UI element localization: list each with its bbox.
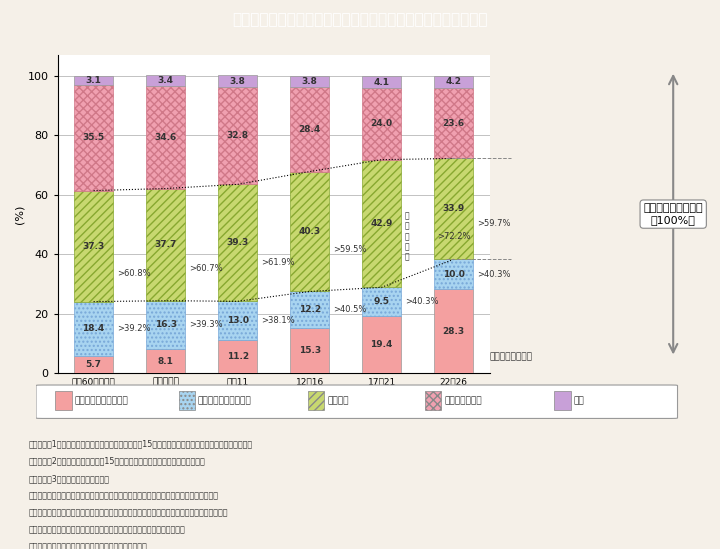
- Text: 妊娠前から無職: 妊娠前から無職: [444, 396, 482, 405]
- Bar: [289, 87, 329, 171]
- Text: （子供の出生年）: （子供の出生年）: [490, 352, 533, 362]
- Bar: [217, 340, 258, 373]
- Bar: [217, 87, 258, 184]
- Text: 就業継続（育休利用）－妊娠判明時就業～育児休業取得～子供１歳時就業: 就業継続（育休利用）－妊娠判明時就業～育児休業取得～子供１歳時就業: [29, 491, 218, 500]
- Text: 3.8: 3.8: [302, 77, 318, 86]
- Bar: [145, 349, 185, 373]
- Text: Ｉ－３－８図　子供の出生年別第１子出産前後の妻の就業経歴: Ｉ－３－８図 子供の出生年別第１子出産前後の妻の就業経歴: [233, 12, 487, 27]
- Text: 28.3: 28.3: [443, 327, 464, 335]
- Text: >39.2%: >39.2%: [117, 324, 150, 333]
- Bar: [217, 301, 258, 340]
- Bar: [145, 75, 185, 86]
- Bar: [289, 171, 329, 292]
- Text: 2．　第１子が１歳以上15歳未満の初婚どうしの夫婦について集計。: 2． 第１子が１歳以上15歳未満の初婚どうしの夫婦について集計。: [29, 457, 205, 466]
- Text: 4.1: 4.1: [374, 77, 390, 87]
- Text: 8.1: 8.1: [158, 357, 174, 366]
- Bar: [73, 85, 114, 191]
- Bar: [145, 188, 185, 301]
- Bar: [361, 287, 402, 316]
- Text: 4.2: 4.2: [446, 77, 462, 87]
- Text: 第１子出産前有職者
（100%）: 第１子出産前有職者 （100%）: [644, 203, 703, 225]
- Bar: [433, 76, 473, 88]
- Text: 13.0: 13.0: [227, 316, 248, 325]
- Text: 出
産
前
有
職: 出 産 前 有 職: [405, 211, 410, 262]
- Text: 3.1: 3.1: [86, 76, 102, 85]
- Bar: [361, 88, 402, 160]
- Text: >40.5%: >40.5%: [333, 305, 366, 314]
- Bar: [217, 184, 258, 301]
- Text: >60.8%: >60.8%: [117, 269, 150, 278]
- Bar: [73, 191, 114, 301]
- FancyBboxPatch shape: [36, 385, 678, 418]
- Text: 34.6: 34.6: [155, 132, 176, 142]
- Bar: [145, 301, 185, 349]
- Text: 24.0: 24.0: [371, 120, 392, 128]
- Text: 妊娠前から無職　　　－妊娠判明時無職: 妊娠前から無職 －妊娠判明時無職: [29, 542, 147, 549]
- Bar: [217, 75, 258, 87]
- Text: 3.8: 3.8: [230, 77, 246, 86]
- Bar: [361, 76, 402, 88]
- Text: 12.2: 12.2: [299, 305, 320, 314]
- Text: 23.6: 23.6: [443, 119, 464, 128]
- Text: 3.4: 3.4: [158, 76, 174, 85]
- Bar: [361, 316, 402, 373]
- Text: 15.3: 15.3: [299, 346, 320, 355]
- Text: 40.3: 40.3: [299, 227, 320, 236]
- Bar: [433, 289, 473, 373]
- Bar: [289, 292, 329, 328]
- Text: 42.9: 42.9: [370, 219, 393, 228]
- Text: 32.8: 32.8: [227, 131, 248, 140]
- Bar: [179, 391, 194, 411]
- Text: 出産退職　　　　　　－妊娠判明時就業～子供１歳時無職: 出産退職 －妊娠判明時就業～子供１歳時無職: [29, 525, 185, 534]
- Bar: [308, 391, 324, 411]
- Text: 28.4: 28.4: [299, 125, 320, 134]
- Bar: [433, 259, 473, 289]
- Text: 不詳: 不詳: [574, 396, 585, 405]
- Bar: [289, 328, 329, 373]
- Text: 37.7: 37.7: [154, 240, 177, 249]
- Text: >40.3%: >40.3%: [477, 270, 510, 279]
- Text: 9.5: 9.5: [374, 297, 390, 306]
- Text: >39.3%: >39.3%: [189, 321, 222, 329]
- Bar: [73, 301, 114, 356]
- Text: >59.5%: >59.5%: [333, 245, 366, 254]
- Bar: [361, 160, 402, 287]
- Text: 33.9: 33.9: [443, 204, 464, 214]
- Bar: [145, 86, 185, 188]
- Text: >60.7%: >60.7%: [189, 265, 222, 273]
- Text: （備考）　1．　国立社会保障・人口問題研究所「第15回出生動向基本調査（夫婦調査）」より作成。: （備考） 1． 国立社会保障・人口問題研究所「第15回出生動向基本調査（夫婦調査…: [29, 440, 253, 449]
- Text: 39.3: 39.3: [227, 238, 248, 248]
- Text: 就業継続（育休利用）: 就業継続（育休利用）: [75, 396, 129, 405]
- Bar: [289, 76, 329, 87]
- Text: 就業継続（育休なし）－妊娠判明時就業～育児休業取得なし～子供１歳時就業: 就業継続（育休なし）－妊娠判明時就業～育児休業取得なし～子供１歳時就業: [29, 508, 228, 517]
- Text: 35.5: 35.5: [83, 133, 104, 142]
- Text: >38.1%: >38.1%: [261, 316, 294, 325]
- Bar: [73, 76, 114, 85]
- Bar: [433, 88, 473, 159]
- Text: 18.4: 18.4: [83, 324, 104, 333]
- Text: 3．　出産前後の就業経歴: 3． 出産前後の就業経歴: [29, 474, 109, 483]
- Text: >72.2%: >72.2%: [438, 232, 471, 241]
- Text: 37.3: 37.3: [83, 242, 104, 250]
- Y-axis label: (%): (%): [15, 204, 24, 224]
- Text: >61.9%: >61.9%: [261, 257, 294, 267]
- Text: 16.3: 16.3: [155, 321, 176, 329]
- Text: 就業継続（育休なし）: 就業継続（育休なし）: [198, 396, 252, 405]
- Bar: [55, 391, 72, 411]
- Bar: [433, 159, 473, 259]
- Text: >59.7%: >59.7%: [477, 219, 510, 228]
- Bar: [554, 391, 571, 411]
- Text: 10.0: 10.0: [443, 270, 464, 279]
- Text: 5.7: 5.7: [86, 360, 102, 369]
- Text: 出産退職: 出産退職: [328, 396, 349, 405]
- Text: 11.2: 11.2: [227, 352, 248, 361]
- Text: 19.4: 19.4: [370, 340, 393, 349]
- Bar: [73, 356, 114, 373]
- Text: >40.3%: >40.3%: [405, 297, 438, 306]
- Bar: [425, 391, 441, 411]
